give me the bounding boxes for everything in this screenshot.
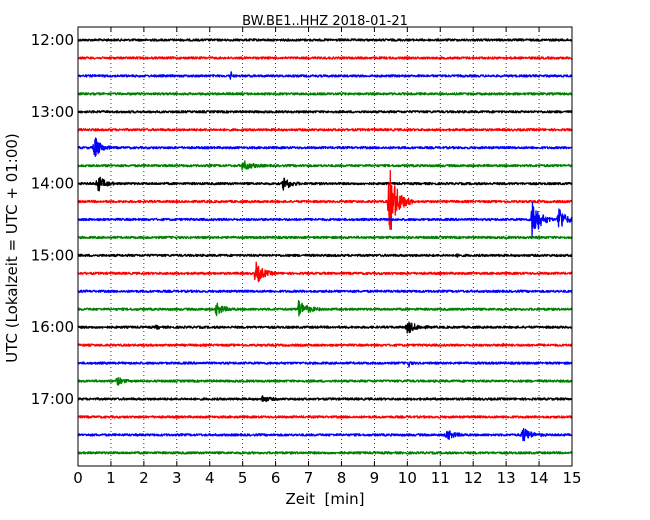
y-tick-labels: 12:00 13:00 14:00 15:00 16:00 17:00 bbox=[31, 31, 74, 408]
y-axis-label: UTC (Lokalzeit = UTC + 01:00) bbox=[3, 133, 21, 363]
y-tick-label: 13:00 bbox=[31, 103, 74, 121]
plot-frame bbox=[77, 26, 573, 467]
x-tick-label: 5 bbox=[238, 469, 248, 487]
x-tick-label: 1 bbox=[106, 469, 116, 487]
y-tick-label: 15:00 bbox=[31, 246, 74, 264]
x-tick-label: 7 bbox=[304, 469, 314, 487]
y-tick-label: 17:00 bbox=[31, 390, 74, 408]
trace-1630 bbox=[77, 361, 573, 368]
x-tick-label: 6 bbox=[271, 469, 281, 487]
trace-1530 bbox=[77, 289, 573, 294]
x-tick-label: 12 bbox=[464, 469, 483, 487]
trace-1345 bbox=[77, 160, 573, 171]
trace-1245 bbox=[77, 92, 573, 96]
trace-1200 bbox=[77, 38, 573, 42]
x-tick-label: 11 bbox=[431, 469, 450, 487]
x-tick-label: 4 bbox=[205, 469, 215, 487]
trace-1300 bbox=[77, 110, 573, 114]
trace-1230 bbox=[77, 71, 573, 80]
tick-marks bbox=[77, 27, 573, 466]
x-axis-label: Zeit [min] bbox=[285, 490, 364, 508]
x-tick-label: 3 bbox=[172, 469, 182, 487]
trace-1215 bbox=[77, 56, 573, 60]
x-tick-labels: 0 1 2 3 4 5 6 7 8 9 10 11 12 13 14 15 bbox=[73, 469, 581, 487]
y-tick-label: 12:00 bbox=[31, 31, 74, 49]
x-tick-label: 14 bbox=[530, 469, 549, 487]
x-tick-label: 8 bbox=[337, 469, 347, 487]
trace-1430 bbox=[77, 202, 573, 239]
trace-1600 bbox=[77, 321, 573, 334]
trace-group bbox=[77, 38, 573, 455]
x-tick-label: 10 bbox=[398, 469, 417, 487]
trace-1500 bbox=[77, 253, 573, 258]
trace-1315 bbox=[77, 128, 573, 132]
x-tick-label: 9 bbox=[370, 469, 380, 487]
trace-1745 bbox=[77, 451, 573, 455]
trace-1700 bbox=[77, 395, 573, 403]
x-tick-label: 15 bbox=[562, 469, 581, 487]
trace-1645 bbox=[77, 377, 573, 386]
x-tick-label: 0 bbox=[73, 469, 83, 487]
y-tick-label: 14:00 bbox=[31, 175, 74, 193]
trace-1400 bbox=[77, 176, 573, 192]
x-tick-label: 2 bbox=[139, 469, 149, 487]
trace-1715 bbox=[77, 415, 573, 419]
trace-1730 bbox=[77, 427, 573, 442]
trace-1415 bbox=[77, 169, 573, 231]
y-tick-label: 16:00 bbox=[31, 318, 74, 336]
trace-1445 bbox=[77, 235, 573, 240]
chart-title: BW.BE1..HHZ 2018-01-21 bbox=[242, 14, 408, 29]
trace-1615 bbox=[77, 342, 573, 348]
trace-1330 bbox=[77, 137, 573, 157]
trace-1545 bbox=[77, 299, 573, 317]
trace-1515 bbox=[77, 261, 573, 283]
x-tick-label: 13 bbox=[497, 469, 516, 487]
